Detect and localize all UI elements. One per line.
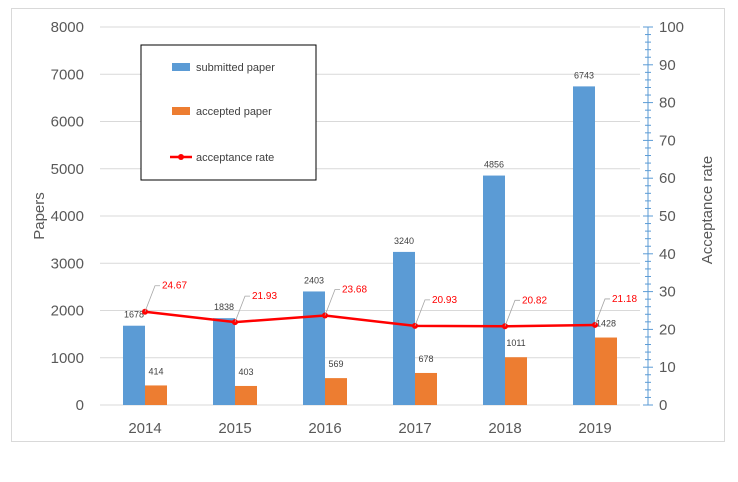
rate-leader-line bbox=[324, 289, 340, 316]
bar-accepted-2015 bbox=[235, 385, 257, 405]
bar-accepted-2018 bbox=[505, 357, 527, 405]
rate-leader-line bbox=[504, 299, 520, 327]
x-tick-label: 2017 bbox=[398, 420, 431, 437]
legend-label-0: submitted paper bbox=[196, 62, 275, 74]
y2-tick-label: 100 bbox=[659, 19, 684, 36]
y-axis-title: Papers bbox=[31, 192, 48, 240]
y2-tick-label: 0 bbox=[659, 397, 667, 414]
legend-label-1: accepted paper bbox=[196, 106, 272, 118]
y-tick-label: 7000 bbox=[51, 66, 84, 83]
rate-line bbox=[144, 310, 596, 328]
y2-tick-label: 50 bbox=[659, 208, 676, 225]
bar-label-accepted-2015: 403 bbox=[238, 367, 253, 377]
x-tick-label: 2016 bbox=[308, 420, 341, 437]
bar-submitted-2019 bbox=[573, 86, 595, 405]
y-tick-label: 4000 bbox=[51, 208, 84, 225]
bar-label-accepted-2014: 414 bbox=[148, 366, 163, 376]
y-tick-label: 3000 bbox=[51, 255, 84, 272]
bar-submitted-2017 bbox=[393, 251, 415, 405]
y2-axis-title: Acceptance rate bbox=[699, 156, 716, 264]
rate-leader-line bbox=[234, 295, 250, 323]
bar-submitted-2018 bbox=[483, 175, 505, 405]
bar-label-submitted-2017: 3240 bbox=[394, 236, 414, 246]
y-tick-label: 2000 bbox=[51, 303, 84, 320]
bar-label-submitted-2019: 6743 bbox=[574, 70, 594, 80]
bar-accepted-2019 bbox=[595, 337, 617, 405]
rate-label-2016: 23.68 bbox=[342, 284, 367, 295]
bar-submitted-2015 bbox=[213, 318, 235, 405]
rate-label-2014: 24.67 bbox=[162, 281, 187, 292]
x-tick-label: 2018 bbox=[488, 420, 521, 437]
bar-label-accepted-2018: 1011 bbox=[506, 338, 525, 348]
legend-swatch-1 bbox=[172, 107, 190, 115]
y2-tick-label: 90 bbox=[659, 57, 676, 74]
bar-label-accepted-2016: 569 bbox=[328, 359, 343, 369]
bar-label-submitted-2014: 1678 bbox=[124, 310, 144, 320]
rate-leader-line bbox=[594, 298, 610, 326]
rate-label-2017: 20.93 bbox=[432, 295, 457, 306]
bar-label-submitted-2018: 4856 bbox=[484, 160, 504, 170]
rate-label-2018: 20.82 bbox=[522, 295, 547, 306]
y2-tick-label: 10 bbox=[659, 359, 676, 376]
bar-label-submitted-2015: 1838 bbox=[214, 302, 234, 312]
rate-leader-line bbox=[144, 285, 160, 312]
y2-tick-label: 60 bbox=[659, 170, 676, 187]
y-tick-label: 0 bbox=[76, 397, 84, 414]
bar-label-accepted-2019: 1428 bbox=[596, 319, 616, 329]
rate-label-2015: 21.93 bbox=[252, 291, 277, 302]
rate-leader-line bbox=[414, 299, 430, 327]
y-tick-label: 5000 bbox=[51, 161, 84, 178]
bar-accepted-2017 bbox=[415, 372, 437, 405]
legend-swatch-0 bbox=[172, 63, 190, 71]
legend-label-2: acceptance rate bbox=[196, 152, 274, 164]
y-tick-label: 1000 bbox=[51, 350, 84, 367]
rate-label-2019: 21.18 bbox=[612, 294, 637, 305]
legend-marker-2 bbox=[178, 154, 184, 160]
bar-submitted-2016 bbox=[303, 291, 325, 405]
y2-tick-label: 20 bbox=[659, 321, 676, 338]
y2-tick-label: 30 bbox=[659, 284, 676, 301]
y2-tick-label: 70 bbox=[659, 132, 676, 149]
bar-submitted-2014 bbox=[123, 325, 145, 405]
bar-accepted-2016 bbox=[325, 378, 347, 405]
y-tick-label: 8000 bbox=[51, 19, 84, 36]
x-tick-label: 2019 bbox=[578, 420, 611, 437]
bar-label-accepted-2017: 678 bbox=[418, 354, 433, 364]
x-tick-label: 2014 bbox=[128, 420, 161, 437]
y-tick-label: 6000 bbox=[51, 114, 84, 131]
y2-tick-label: 80 bbox=[659, 95, 676, 112]
bar-label-submitted-2016: 2403 bbox=[304, 275, 324, 285]
y2-tick-label: 40 bbox=[659, 246, 676, 263]
x-tick-label: 2015 bbox=[218, 420, 251, 437]
bar-accepted-2014 bbox=[145, 385, 167, 405]
